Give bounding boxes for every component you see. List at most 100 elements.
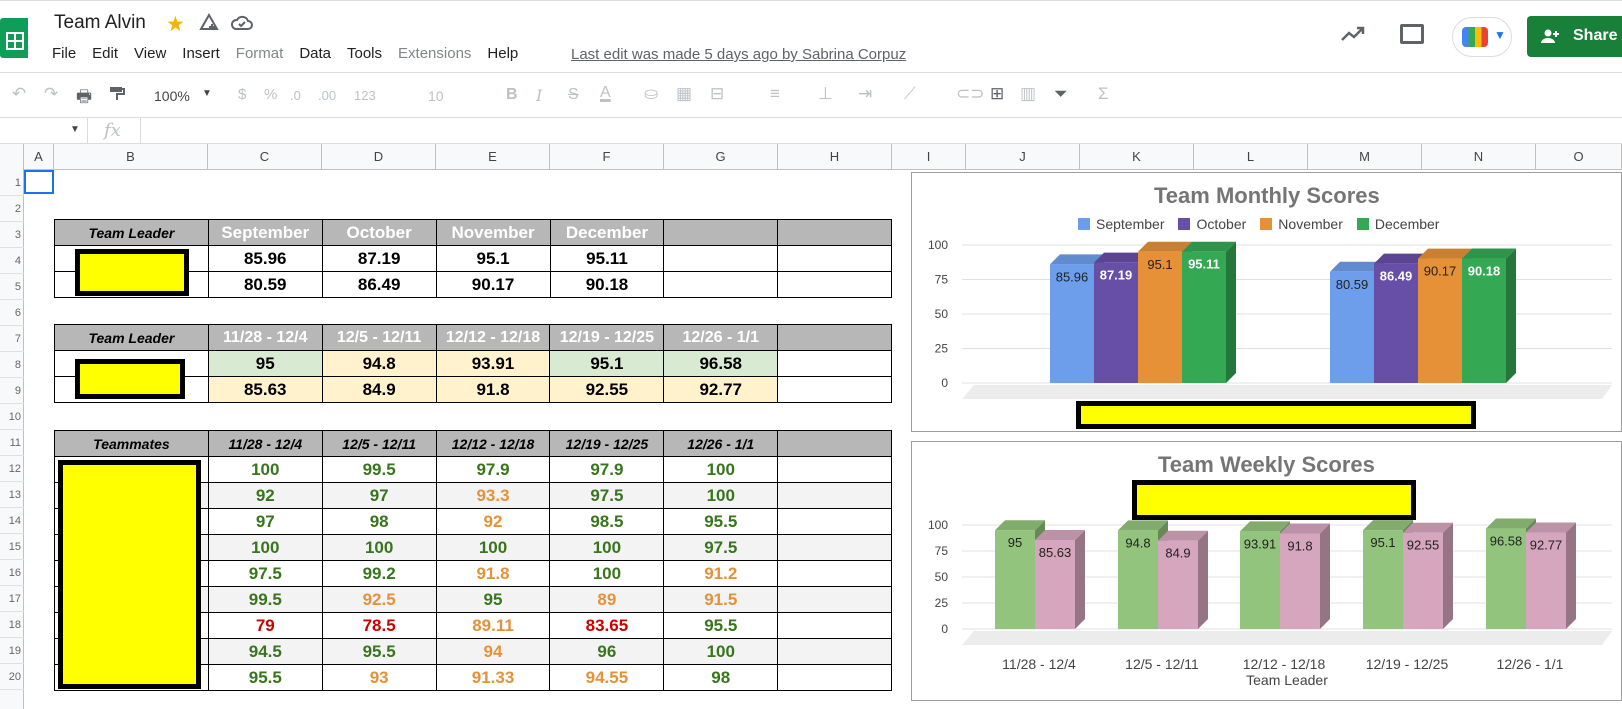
menu-data[interactable]: Data	[299, 45, 331, 62]
table-cell[interactable]: 95.5	[321, 638, 437, 665]
table-header[interactable]: November	[435, 219, 551, 246]
table-cell[interactable]: 79	[207, 612, 323, 639]
table-cell[interactable]	[777, 560, 892, 587]
table-cell[interactable]: 96	[549, 638, 665, 665]
column-header[interactable]: D	[322, 144, 436, 170]
row-header[interactable]: 7	[0, 326, 24, 352]
column-header[interactable]: O	[1536, 144, 1622, 170]
table-cell[interactable]: 100	[549, 534, 665, 561]
zoom-select[interactable]: 100%	[154, 88, 190, 104]
table-header[interactable]: 12/19 - 12/25	[549, 324, 665, 351]
table-cell[interactable]: 89.11	[435, 612, 551, 639]
last-edit-link[interactable]: Last edit was made 5 days ago by Sabrina…	[571, 46, 907, 63]
column-header[interactable]: E	[436, 144, 550, 170]
table-cell[interactable]: 97.5	[549, 482, 665, 509]
table-cell[interactable]: 83.65	[549, 612, 665, 639]
font-size-select[interactable]: 10	[428, 88, 444, 104]
table-cell[interactable]: 95.5	[663, 508, 779, 535]
table-cell[interactable]: 94.5	[207, 638, 323, 665]
table-header[interactable]: 12/12 - 12/18	[435, 430, 551, 457]
table-cell[interactable]: 92.55	[549, 376, 665, 403]
table-cell[interactable]: 91.8	[435, 560, 551, 587]
table-header[interactable]: 12/26 - 1/1	[663, 324, 779, 351]
row-header[interactable]: 15	[0, 534, 24, 560]
table-header[interactable]: 12/5 - 12/11	[321, 430, 437, 457]
redo-icon[interactable]: ↷	[44, 84, 59, 103]
column-header[interactable]: F	[550, 144, 664, 170]
insert-chart-icon[interactable]: ▥	[1020, 84, 1037, 103]
table-cell[interactable]: 97.9	[435, 456, 551, 483]
table-cell[interactable]: 94	[435, 638, 551, 665]
weekly-scores-chart[interactable]: Team Weekly Scores 100 75 50 25 0 95 85.63 11/2…	[911, 441, 1622, 701]
table-cell[interactable]: 97.5	[207, 560, 323, 587]
comment-history-icon[interactable]	[1400, 24, 1424, 44]
fill-color-icon[interactable]: ⛀	[644, 84, 659, 103]
table-cell[interactable]: 100	[663, 456, 779, 483]
table-header[interactable]: 12/26 - 1/1	[663, 430, 779, 457]
table-cell[interactable]: 91.5	[663, 586, 779, 613]
table-header[interactable]: 12/5 - 12/11	[321, 324, 437, 351]
table-header[interactable]	[663, 219, 779, 246]
table-cell[interactable]: 100	[663, 638, 779, 665]
row-header[interactable]: 5	[0, 274, 24, 300]
table-cell[interactable]: 91.8	[435, 376, 551, 403]
percent-format-button[interactable]: %	[264, 86, 278, 103]
row-header[interactable]: 19	[0, 638, 24, 664]
menu-extensions[interactable]: Extensions	[398, 45, 472, 62]
table-cell[interactable]: 100	[435, 534, 551, 561]
row-header[interactable]: 11	[0, 430, 24, 456]
table-cell[interactable]	[777, 245, 892, 272]
text-color-button[interactable]: A	[600, 84, 611, 101]
table-header[interactable]: 12/12 - 12/18	[435, 324, 551, 351]
table-cell[interactable]: 85.63	[207, 376, 323, 403]
menu-insert[interactable]: Insert	[182, 45, 220, 62]
row-header[interactable]: 6	[0, 300, 24, 326]
table-cell[interactable]	[777, 508, 892, 535]
column-header[interactable]: L	[1194, 144, 1308, 170]
text-rotate-icon[interactable]: ⟋	[904, 84, 916, 103]
column-header[interactable]: G	[664, 144, 778, 170]
table-cell[interactable]: 86.49	[321, 271, 437, 298]
menu-help[interactable]: Help	[487, 45, 519, 62]
table-cell[interactable]	[777, 482, 892, 509]
table-cell[interactable]: 90.18	[549, 271, 665, 298]
table-cell[interactable]: 98	[663, 664, 779, 691]
table-cell[interactable]: 91.2	[663, 560, 779, 587]
borders-icon[interactable]: ▦	[676, 84, 693, 103]
row-header[interactable]: 13	[0, 482, 24, 508]
row-header[interactable]: 9	[0, 378, 24, 404]
table-cell[interactable]: 99.5	[321, 456, 437, 483]
strikethrough-button[interactable]: S	[568, 86, 579, 103]
column-header[interactable]: M	[1308, 144, 1422, 170]
bold-button[interactable]: B	[506, 86, 518, 103]
table-cell[interactable]: 93.3	[435, 482, 551, 509]
table-header[interactable]	[777, 219, 892, 246]
table-cell[interactable]	[777, 376, 892, 403]
table-cell[interactable]: 93.91	[435, 350, 551, 377]
menu-view[interactable]: View	[134, 45, 167, 62]
number-format-button[interactable]: 123	[354, 88, 376, 103]
table-cell[interactable]: 93	[321, 664, 437, 691]
row-header[interactable]: 12	[0, 456, 24, 482]
table-cell[interactable]	[777, 271, 892, 298]
row-header[interactable]: 17	[0, 586, 24, 612]
table-cell[interactable]: 100	[207, 456, 323, 483]
star-icon[interactable]: ★	[166, 13, 185, 36]
functions-icon[interactable]: Σ	[1098, 84, 1109, 103]
table-cell[interactable]: 100	[321, 534, 437, 561]
cloud-status-icon[interactable]	[230, 12, 254, 40]
italic-button[interactable]: I	[536, 86, 543, 105]
table-cell[interactable]: 95	[435, 586, 551, 613]
align-left-icon[interactable]: ≡	[770, 84, 780, 103]
table-header[interactable]	[777, 324, 892, 351]
column-header[interactable]: J	[966, 144, 1080, 170]
table-header[interactable]: Teammates	[54, 430, 209, 457]
table-cell[interactable]	[777, 534, 892, 561]
table-cell[interactable]: 98	[321, 508, 437, 535]
table-header[interactable]	[777, 430, 892, 457]
column-header[interactable]: I	[892, 144, 966, 170]
table-header[interactable]: 11/28 - 12/4	[207, 430, 323, 457]
table-cell[interactable]: 97	[321, 482, 437, 509]
table-cell[interactable]: 100	[207, 534, 323, 561]
menu-edit[interactable]: Edit	[92, 45, 119, 62]
